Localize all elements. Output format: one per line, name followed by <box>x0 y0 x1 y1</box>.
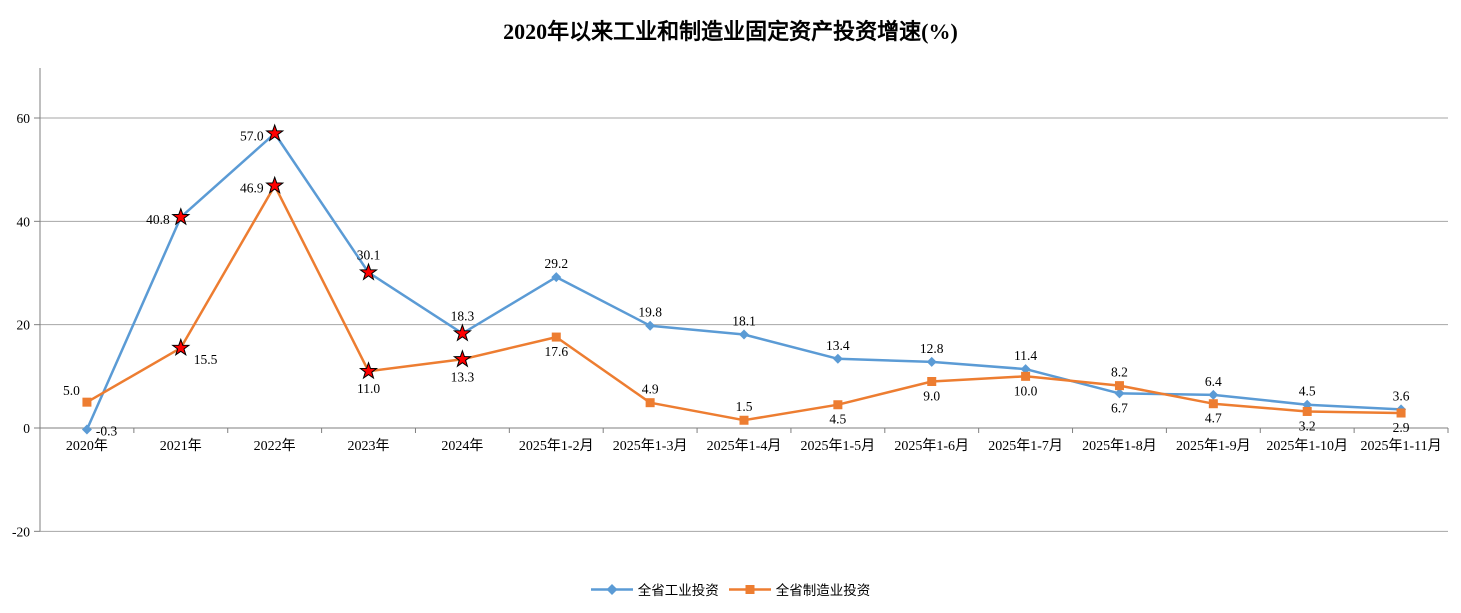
data-label: -0.3 <box>96 424 118 439</box>
diamond-marker-icon <box>645 320 656 331</box>
star-marker-icon <box>358 361 379 380</box>
legend-item-industrial: 全省工业投资 <box>590 579 719 599</box>
data-label: 4.9 <box>642 382 659 397</box>
x-category-label: 2022年 <box>254 438 296 454</box>
square-marker-icon <box>927 376 937 386</box>
legend-label-manufacturing: 全省制造业投资 <box>775 583 871 598</box>
diamond-marker-icon <box>81 424 92 435</box>
diamond-marker-icon <box>1020 364 1031 375</box>
legend: 全省工业投资 全省制造业投资 <box>0 579 1461 599</box>
series-manufacturing: 5.0 15.5 46.9 11.0 13.3 17.6 4.9 1.5 4.5 9.0 10.0 8… <box>63 175 1410 435</box>
x-category-label: 2025年1-7月 <box>988 438 1063 454</box>
data-label: 1.5 <box>736 399 753 414</box>
data-label: 40.8 <box>146 212 170 227</box>
x-category-label: 2025年1-3月 <box>613 438 688 454</box>
data-label: 3.2 <box>1299 418 1316 433</box>
data-label: 10.0 <box>1014 383 1038 398</box>
data-label: 2.9 <box>1393 420 1410 435</box>
data-label: 6.4 <box>1205 374 1222 389</box>
x-category-label: 2025年1-5月 <box>801 438 876 454</box>
square-marker-icon <box>645 398 655 408</box>
star-marker-icon <box>358 262 379 281</box>
star-marker-icon <box>171 207 191 226</box>
data-label: 19.8 <box>638 305 662 320</box>
data-label: 29.2 <box>544 256 568 271</box>
data-label: 30.1 <box>357 247 381 262</box>
x-category-label: 2023年 <box>348 438 390 454</box>
chart-title: 2020年以来工业和制造业固定资产投资增速(%) <box>503 19 958 44</box>
square-marker-icon <box>1302 406 1312 416</box>
square-marker-icon <box>739 415 749 425</box>
data-label: 17.6 <box>544 344 568 359</box>
star-marker-icon <box>265 123 285 142</box>
y-tick-labels: -20 0 20 40 60 <box>12 111 30 539</box>
star-marker-icon <box>452 323 472 342</box>
diamond-marker-icon <box>832 353 843 364</box>
square-marker-icon <box>551 332 561 342</box>
data-label: 18.1 <box>732 313 756 328</box>
x-category-label: 2025年1-6月 <box>894 438 969 454</box>
data-label: 4.7 <box>1205 411 1222 426</box>
x-category-label: 2025年1-9月 <box>1176 438 1251 454</box>
data-label: 15.5 <box>194 352 218 367</box>
data-label: 9.0 <box>923 388 940 403</box>
x-category-labels: 2020年 2021年 2022年 2023年 2024年 2025年1-2月 2025年1… <box>66 438 1442 454</box>
x-category-label: 2025年1-4月 <box>707 438 782 454</box>
data-label: 4.5 <box>829 412 846 427</box>
diamond-marker-icon <box>1208 389 1219 400</box>
data-label: 18.3 <box>451 308 475 323</box>
diamond-marker-icon <box>551 272 562 283</box>
square-marker-icon <box>1396 408 1406 418</box>
x-category-label: 2025年1-8月 <box>1082 438 1157 454</box>
legend-item-manufacturing: 全省制造业投资 <box>728 579 871 599</box>
data-label: 5.0 <box>63 383 80 398</box>
data-label: 8.2 <box>1111 365 1128 380</box>
x-category-label: 2024年 <box>441 438 483 454</box>
x-category-label: 2025年1-2月 <box>519 438 594 454</box>
manufacturing-line-square-icon <box>728 584 771 594</box>
x-category-label: 2021年 <box>160 438 202 454</box>
star-marker-icon <box>265 175 285 194</box>
data-label: 13.3 <box>451 369 475 384</box>
data-label: 4.5 <box>1299 384 1316 399</box>
x-category-label: 2025年1-11月 <box>1360 438 1441 454</box>
y-tick-label: 20 <box>17 318 31 333</box>
y-tick-label: 40 <box>17 214 31 229</box>
data-label: 12.8 <box>920 341 944 356</box>
y-tick-label: 0 <box>23 421 30 436</box>
x-category-label: 2020年 <box>66 438 108 454</box>
y-tick-label: 60 <box>17 111 31 126</box>
y-tick-label: -20 <box>12 524 30 539</box>
square-marker-icon <box>1208 399 1218 409</box>
axes <box>34 68 1449 532</box>
star-marker-icon <box>452 349 472 368</box>
data-label: 11.4 <box>1014 348 1037 363</box>
data-label: 11.0 <box>357 381 380 396</box>
gridlines <box>40 117 1448 532</box>
square-marker-icon <box>82 397 92 407</box>
data-label: 46.9 <box>240 181 264 196</box>
legend-label-industrial: 全省工业投资 <box>637 583 719 598</box>
data-label: 13.4 <box>826 338 850 353</box>
diamond-marker-icon <box>739 329 749 340</box>
x-category-label: 2025年1-10月 <box>1266 438 1348 454</box>
diamond-marker-icon <box>1114 388 1125 399</box>
data-label: 3.6 <box>1393 388 1410 403</box>
data-label: 6.7 <box>1111 400 1128 415</box>
star-marker-icon <box>171 337 191 357</box>
series-industrial: -0.3 40.8 57.0 30.1 18.3 29.2 19.8 18.1 13.4 12.8… <box>81 123 1410 439</box>
industrial-line-diamond-icon <box>590 583 633 595</box>
square-marker-icon <box>833 400 843 410</box>
square-marker-icon <box>1021 371 1031 381</box>
square-marker-icon <box>1114 381 1124 391</box>
diamond-marker-icon <box>926 356 937 367</box>
plot-area: -20 0 20 40 60 2020年 2021年 2022年 2023年 2024年 2025年… <box>12 68 1449 539</box>
data-label: 57.0 <box>240 128 264 143</box>
